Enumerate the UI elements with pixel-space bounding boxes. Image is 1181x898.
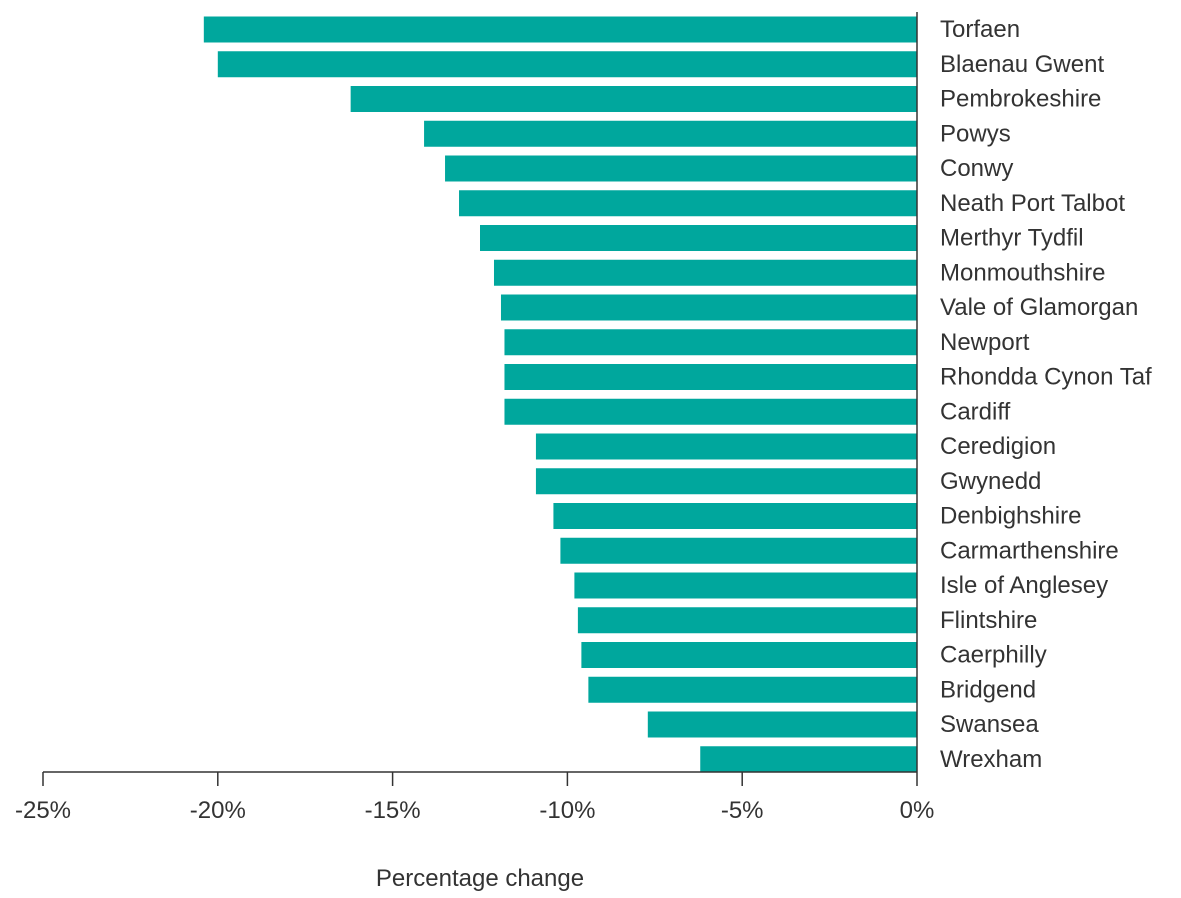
bar-wrexham	[700, 746, 917, 773]
category-label: Powys	[940, 120, 1011, 147]
bar-newport	[504, 329, 917, 356]
category-label: Ceredigion	[940, 433, 1056, 460]
bar-neath-port-talbot	[459, 190, 917, 217]
bar-bridgend	[588, 676, 917, 703]
x-tick-label: -5%	[721, 797, 764, 824]
bar-monmouthshire	[493, 259, 917, 286]
bar-powys	[424, 120, 917, 147]
category-label: Newport	[940, 329, 1030, 356]
category-label: Cardiff	[940, 398, 1011, 425]
category-label: Monmouthshire	[940, 259, 1105, 286]
category-label: Torfaen	[940, 16, 1020, 43]
bar-conwy	[445, 155, 917, 182]
bar-flintshire	[577, 607, 917, 634]
bar-blaenau-gwent	[217, 51, 918, 78]
category-label: Isle of Anglesey	[940, 572, 1108, 599]
category-label: Rhondda Cynon Taf	[940, 364, 1152, 391]
category-label: Flintshire	[940, 607, 1037, 634]
bar-denbighshire	[553, 503, 917, 529]
category-label: Gwynedd	[940, 468, 1041, 495]
category-labels: Torfaen Blaenau Gwent Pembrokeshire Powys Co…	[940, 16, 1152, 773]
bar-ceredigion	[535, 433, 917, 460]
x-axis	[43, 12, 918, 773]
category-label: Caerphilly	[940, 642, 1047, 669]
bar-torfaen	[203, 16, 918, 43]
bar-carmarthenshire	[560, 537, 917, 564]
category-label: Swansea	[940, 711, 1039, 738]
bar-pembrokeshire	[350, 86, 917, 112]
x-tick-label: -25%	[15, 797, 71, 824]
bar-merthyr-tydfil	[480, 225, 917, 251]
bar-rhondda-cynon-taf	[504, 364, 917, 390]
category-label: Blaenau Gwent	[940, 51, 1104, 78]
category-label: Wrexham	[940, 746, 1042, 773]
x-tick-label: -15%	[365, 797, 421, 824]
x-axis-ticks: -25% -20% -15% -10% -5% 0%	[15, 772, 934, 824]
category-label: Bridgend	[940, 676, 1036, 703]
x-tick-label: 0%	[900, 797, 935, 824]
bar-gwynedd	[535, 468, 917, 495]
bars-layer	[203, 16, 918, 773]
bar-caerphilly	[581, 642, 917, 668]
category-label: Neath Port Talbot	[940, 190, 1125, 217]
bar-cardiff	[504, 398, 917, 425]
x-tick-label: -10%	[539, 797, 595, 824]
bar-isle-of-anglesey	[574, 572, 917, 599]
category-label: Denbighshire	[940, 503, 1081, 530]
bar-swansea	[647, 711, 917, 738]
category-label: Carmarthenshire	[940, 537, 1119, 564]
x-axis-title: Percentage change	[376, 865, 584, 892]
category-label: Pembrokeshire	[940, 86, 1101, 113]
category-label: Vale of Glamorgan	[940, 294, 1138, 321]
x-tick-label: -20%	[190, 797, 246, 824]
bar-vale-of-glamorgan	[500, 294, 917, 321]
category-label: Merthyr Tydfil	[940, 225, 1084, 252]
category-label: Conwy	[940, 155, 1013, 182]
